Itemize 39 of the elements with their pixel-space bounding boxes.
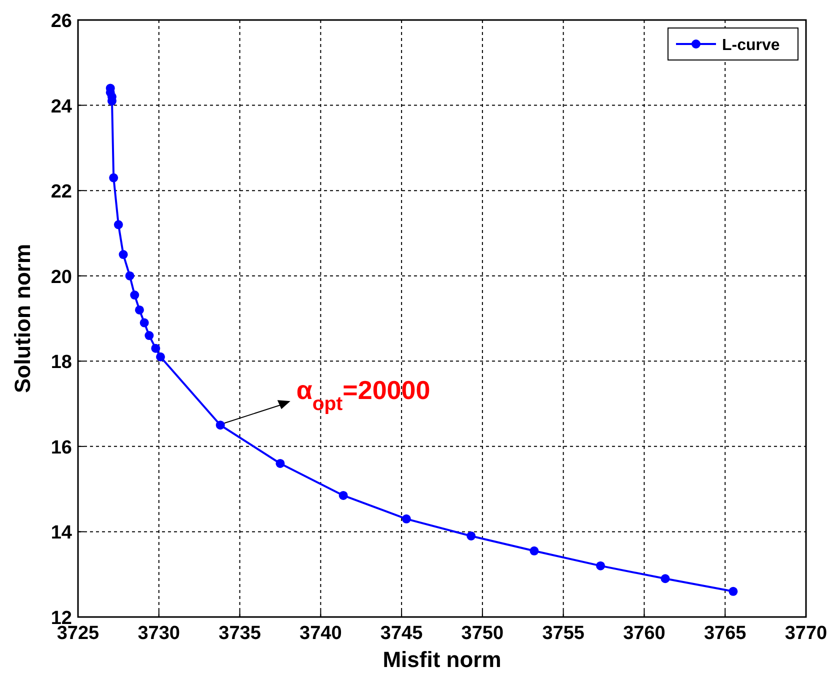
y-tick-label: 20	[50, 266, 72, 288]
y-axis-title: Solution norm	[10, 244, 35, 394]
point	[530, 546, 539, 556]
point	[276, 458, 285, 468]
y-tick-label: 26	[50, 11, 72, 32]
point	[118, 250, 128, 260]
y-tick-label: 22	[50, 182, 72, 203]
point	[402, 514, 411, 524]
point	[156, 352, 166, 362]
point	[140, 318, 149, 328]
point	[130, 290, 140, 300]
point	[728, 586, 738, 596]
point	[216, 420, 225, 430]
legend-label: L-curve	[722, 37, 780, 54]
y-tick-label: 16	[50, 437, 72, 458]
x-tick-label: 3730	[138, 623, 180, 644]
point	[125, 271, 134, 280]
point	[596, 561, 606, 570]
x-tick-label: 3735	[218, 623, 262, 644]
point	[114, 220, 123, 230]
x-tick-label: 3755	[542, 623, 585, 644]
point	[134, 305, 144, 314]
x-tick-label: 3765	[704, 623, 747, 644]
x-tick-label: 3745	[380, 623, 424, 644]
x-tick-label: 3770	[784, 623, 828, 644]
point	[109, 173, 118, 182]
point	[338, 490, 348, 500]
y-tick-label: 14	[50, 522, 72, 544]
x-tick-label: 3760	[623, 623, 666, 644]
x-tick-label: 3740	[300, 623, 342, 644]
point	[660, 574, 670, 584]
point	[151, 344, 160, 353]
y-tick-label: 18	[50, 352, 72, 374]
annotation: α$_{opt}$=20000	[296, 375, 430, 416]
point	[144, 331, 154, 340]
x-axis-title: Misfit norm	[382, 647, 502, 672]
point	[466, 531, 476, 540]
x-tick-label: 3750	[461, 623, 504, 644]
y-tick-label: 24	[50, 96, 72, 118]
